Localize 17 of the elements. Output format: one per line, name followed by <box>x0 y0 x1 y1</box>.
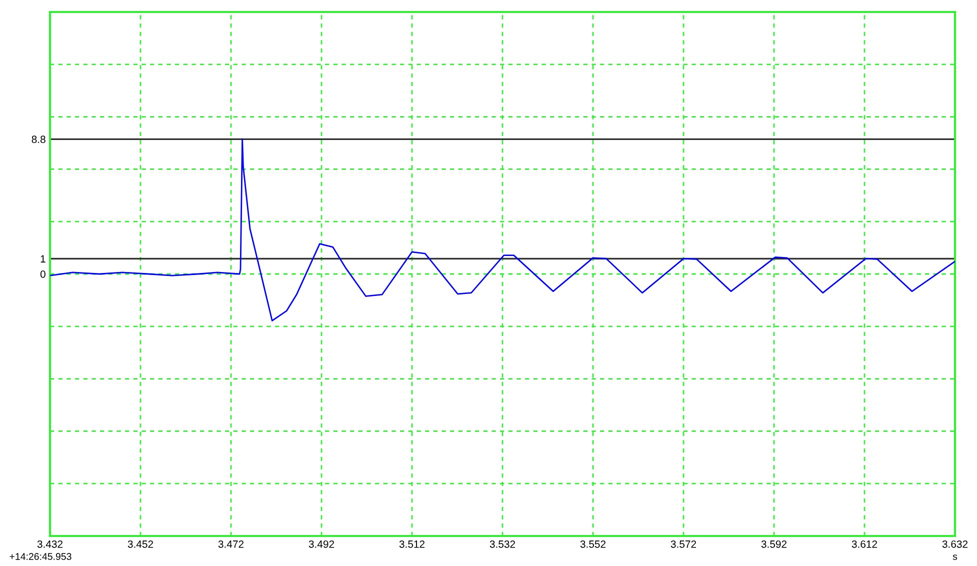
y-tick-label: 0 <box>40 270 46 278</box>
x-tick-label: 3.572 <box>670 540 696 548</box>
x-tick-label: 3.472 <box>218 540 244 548</box>
x-axis-title: s <box>952 554 958 560</box>
x-tick-label: 3.432 <box>37 540 63 548</box>
y-tick-label: 8.8 <box>32 136 46 144</box>
x-tick-label: 3.452 <box>128 540 154 548</box>
x-tick-label: 3.512 <box>399 540 425 548</box>
x-tick-label: 3.492 <box>308 540 334 548</box>
text: +14:26:45.953 <box>10 553 72 560</box>
x-tick-label: 3.532 <box>490 540 516 548</box>
x-tick-label: 3.552 <box>580 540 606 548</box>
x-tick-label: 3.592 <box>761 540 787 548</box>
x-tick-label: 3.612 <box>852 540 878 548</box>
y-tick-label: 1 <box>40 255 46 262</box>
line-series <box>50 138 955 322</box>
x-tick-label: 3.632 <box>942 540 968 548</box>
